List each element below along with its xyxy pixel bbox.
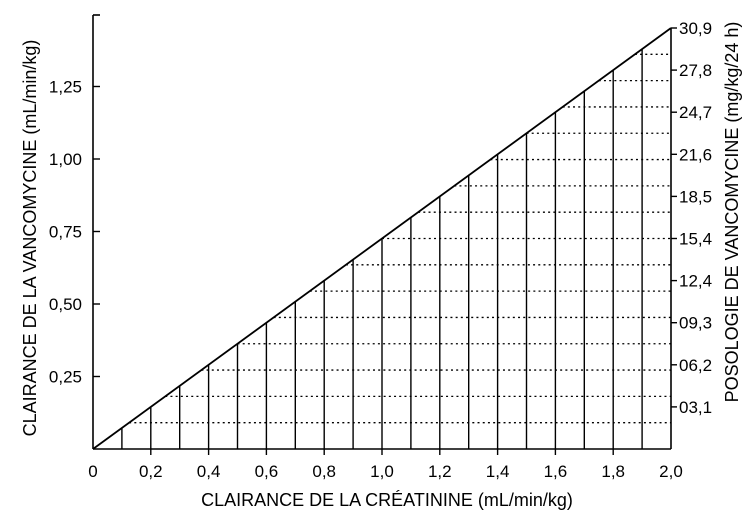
x-tick-label: 0,8 (312, 462, 336, 481)
right-y-tick-label: 06,2 (679, 356, 712, 375)
x-tick-label: 0,2 (139, 462, 163, 481)
right-y-tick-label: 18,5 (679, 187, 712, 206)
x-tick-label: 0,6 (255, 462, 279, 481)
left-y-tick-label: 1,00 (49, 150, 82, 169)
right-y-tick-label: 15,4 (679, 230, 712, 249)
vertical-grid-lines (121, 49, 643, 449)
x-tick-label: 0,4 (197, 462, 221, 481)
axes (92, 14, 677, 455)
x-tick-label: 1,0 (370, 462, 394, 481)
x-tick-label: 1,4 (486, 462, 510, 481)
right-y-tick-label: 12,4 (679, 272, 712, 291)
left-y-tick-labels: 0,25 0,50 0,75 1,00 1,25 (49, 78, 82, 387)
right-y-axis-title: POSOLOGIE DE VANCOMYCINE (mg/kg/24 h) (722, 22, 742, 403)
x-tick-labels: 0 0,2 0,4 0,6 0,8 1,0 1,2 1,4 1,6 1,8 2,0 (88, 462, 683, 481)
right-y-tick-labels: 03,1 06,2 09,3 12,4 15,4 18,5 21,6 24,7 27,8 30,9 (679, 19, 712, 417)
x-tick-label: 1,8 (601, 462, 625, 481)
left-y-tick-label: 0,25 (49, 368, 82, 387)
right-y-tick-label: 03,1 (679, 398, 712, 417)
dotted-grid (129, 53, 671, 424)
right-y-tick-label: 21,6 (679, 145, 712, 164)
x-tick-label: 2,0 (659, 462, 683, 481)
left-y-axis-title: CLAIRANCE DE LA VANCOMYCINE (mL/min/kg) (20, 40, 40, 437)
left-y-tick-label: 1,25 (49, 78, 82, 97)
x-tick-label: 1,2 (428, 462, 452, 481)
right-y-tick-label: 30,9 (679, 19, 712, 38)
left-y-tick-label: 0,75 (49, 223, 82, 242)
x-tick-label: 1,6 (544, 462, 568, 481)
right-y-tick-label: 09,3 (679, 314, 712, 333)
x-axis-title: CLAIRANCE DE LA CRÉATININE (mL/min/kg) (201, 490, 573, 510)
data-line (92, 27, 672, 450)
right-y-tick-label: 24,7 (679, 103, 712, 122)
right-y-tick-label: 27,8 (679, 61, 712, 80)
x-tick-label: 0 (88, 462, 97, 481)
left-y-tick-label: 0,50 (49, 295, 82, 314)
